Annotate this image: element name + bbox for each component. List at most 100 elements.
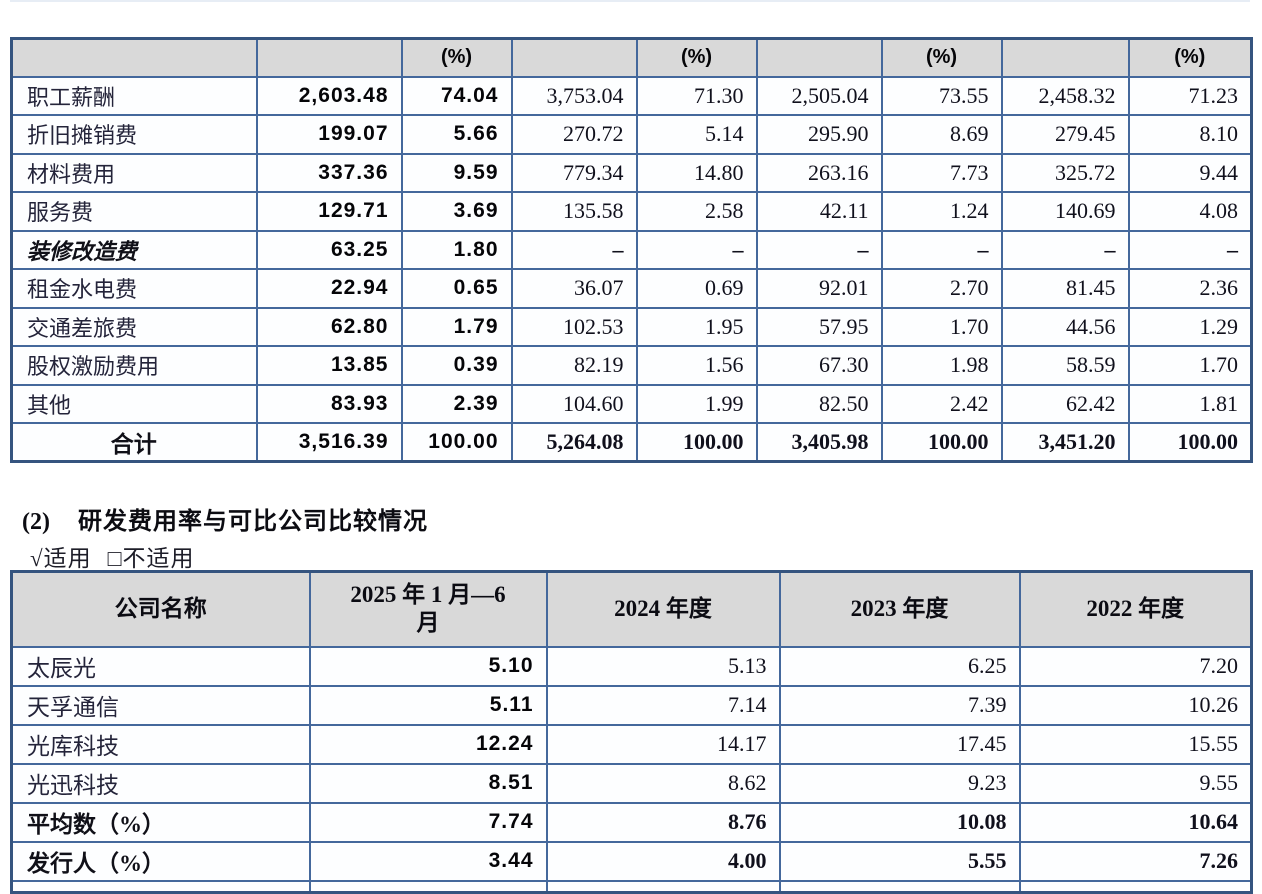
cell-value: 129.71 [255,191,403,232]
cell-value: 7.39 [778,684,1021,726]
row-label: 装修改造费 [10,229,258,270]
cell-value: 2,505.04 [755,75,883,116]
cell-value: 0.65 [400,268,513,309]
empty-cell [10,879,311,894]
cell-value: 82.50 [755,383,883,424]
cell-value: 270.72 [510,114,638,155]
cell-value: 6.25 [778,645,1021,687]
cell-value: 62.80 [255,306,403,347]
table-row: 光库科技 12.24 14.17 17.45 15.55 [10,723,1253,765]
column-header: 2023 年度 [778,570,1021,648]
row-label: 太辰光 [10,645,311,687]
cell-value: 199.07 [255,114,403,155]
cell-value: 7.26 [1018,840,1253,882]
cell-value: 9.44 [1127,152,1253,193]
table-row: 装修改造费 63.25 1.80– – – – – – [10,229,1253,270]
cell-value: 4.08 [1127,191,1253,232]
empty-header [255,37,403,78]
cell-value: 8.62 [545,762,781,804]
row-label: 股权激励费用 [10,345,258,386]
cell-value: 73.55 [880,75,1003,116]
applicability-note: √适用 □不适用 [30,539,195,573]
column-header: (%) [400,37,513,78]
cell-value: – [1000,229,1130,270]
cell-value: 57.95 [755,306,883,347]
cell-value: 13.85 [255,345,403,386]
column-header: (%) [635,37,758,78]
row-label: 平均数（%） [10,801,311,843]
page-top-cutoff-line [10,0,1250,2]
cell-value: 7.14 [545,684,781,726]
cell-value: 3,451.20 [1000,422,1130,463]
row-label: 交通差旅费 [10,306,258,347]
cell-value: 82.19 [510,345,638,386]
cell-value: 100.00 [635,422,758,463]
cell-value: 8.69 [880,114,1003,155]
cell-value: 5.66 [400,114,513,155]
column-header: 2022 年度 [1018,570,1253,648]
cell-value: 3,405.98 [755,422,883,463]
table-row: 合计 3,516.39 100.00 5,264.08 100.00 3,405.98 10… [10,422,1253,463]
empty-cell [308,879,548,894]
expense-breakdown-table: (%) (%) (%) (%) 职工薪酬 2,603.48 74.04 3,753.04 71.… [10,37,1253,463]
table-row: 职工薪酬 2,603.48 74.04 3,753.04 71.30 2,505.04 73… [10,75,1253,116]
cell-value: 279.45 [1000,114,1130,155]
cell-value: 9.23 [778,762,1021,804]
cell-value: 14.17 [545,723,781,765]
cell-value: 1.95 [635,306,758,347]
cell-value: 2.70 [880,268,1003,309]
cell-value: 1.70 [1127,345,1253,386]
cell-value: 63.25 [255,229,403,270]
cell-value: 779.34 [510,152,638,193]
cell-value: 3.44 [308,840,548,882]
cell-value: 1.56 [635,345,758,386]
cell-value: 140.69 [1000,191,1130,232]
row-label: 光库科技 [10,723,311,765]
empty-header [10,37,258,78]
cell-value: 3.69 [400,191,513,232]
cell-value: 1.70 [880,306,1003,347]
cell-value: 2.36 [1127,268,1253,309]
table-row: 租金水电费 22.94 0.65 36.07 0.69 92.01 2.70 81.45 2.3… [10,268,1253,309]
cell-value: 2.58 [635,191,758,232]
empty-cell [1018,879,1253,894]
table-row: 其他 83.93 2.39 104.60 1.99 82.50 2.42 62.42 1.81 [10,383,1253,424]
table-row: 折旧摊销费 199.07 5.66 270.72 5.14 295.90 8.69 279.4… [10,114,1253,155]
cell-value: 2.42 [880,383,1003,424]
cell-value: 2,458.32 [1000,75,1130,116]
empty-header [755,37,883,78]
cell-value: 17.45 [778,723,1021,765]
empty-header [510,37,638,78]
cell-value: 0.69 [635,268,758,309]
column-header: (%) [1127,37,1253,78]
cell-value: 3,516.39 [255,422,403,463]
section-title: 研发费用率与可比公司比较情况 [77,509,428,535]
empty-cell [545,879,781,894]
row-label: 折旧摊销费 [10,114,258,155]
cell-value: 8.10 [1127,114,1253,155]
column-header: 2024 年度 [545,570,781,648]
cell-value: 2,603.48 [255,75,403,116]
cell-value: 1.98 [880,345,1003,386]
table-row: 天孚通信 5.11 7.14 7.39 10.26 [10,684,1253,726]
cell-value: 36.07 [510,268,638,309]
cell-value: 92.01 [755,268,883,309]
cell-value: 8.76 [545,801,781,843]
cell-value: 5.14 [635,114,758,155]
cell-value: 100.00 [400,422,513,463]
cell-value: – [880,229,1003,270]
cell-value: – [510,229,638,270]
cell-value: 1.29 [1127,306,1253,347]
row-label: 材料费用 [10,152,258,193]
cell-value: 10.64 [1018,801,1253,843]
cell-value: 295.90 [755,114,883,155]
cell-value: 62.42 [1000,383,1130,424]
cell-value: 81.45 [1000,268,1130,309]
applicable-checkmark-label: √适用 [30,546,92,571]
table-row: 股权激励费用 13.85 0.39 82.19 1.56 67.30 1.98 58.59 1.… [10,345,1253,386]
column-header: (%) [880,37,1003,78]
column-header: 2025 年 1 月—6 月 [308,570,548,648]
not-applicable-checkbox-label: □不适用 [107,546,195,571]
row-label: 其他 [10,383,258,424]
table-row: 太辰光 5.10 5.13 6.25 7.20 [10,645,1253,687]
